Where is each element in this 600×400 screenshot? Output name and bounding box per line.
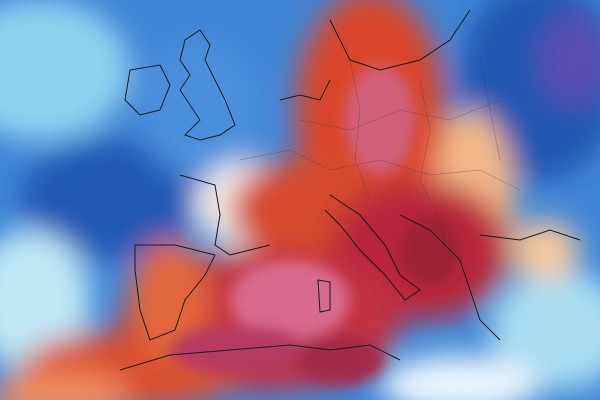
hot-core: [345, 65, 415, 175]
coastline: [329, 9, 471, 71]
borders: [239, 59, 521, 261]
hot-core: [170, 325, 310, 375]
border: [479, 59, 501, 161]
border: [419, 79, 451, 261]
coastlines: [119, 9, 581, 371]
hot-core: [400, 215, 460, 285]
neutral-area: [380, 355, 540, 400]
coastline: [124, 64, 171, 116]
coastline: [479, 229, 581, 241]
coastline: [179, 174, 271, 256]
border: [239, 149, 521, 191]
border: [299, 99, 501, 131]
hot-core: [295, 335, 385, 385]
coastline: [119, 344, 401, 371]
coastline: [134, 244, 216, 341]
coastline: [179, 29, 236, 141]
coastline: [324, 194, 421, 301]
cold-area: [20, 140, 200, 260]
coastline: [399, 214, 501, 341]
extreme-heat: [170, 65, 460, 385]
coastline: [317, 279, 331, 313]
cold-core: [540, 15, 600, 105]
hot-area: [130, 240, 210, 360]
cool-area: [490, 270, 600, 390]
warm-area: [510, 220, 580, 280]
warm-area: [0, 370, 130, 400]
cool-area: [0, 230, 90, 370]
cold-area: [140, 40, 260, 180]
cold-area: [0, 0, 130, 140]
coastline: [279, 79, 331, 101]
border: [349, 59, 371, 201]
